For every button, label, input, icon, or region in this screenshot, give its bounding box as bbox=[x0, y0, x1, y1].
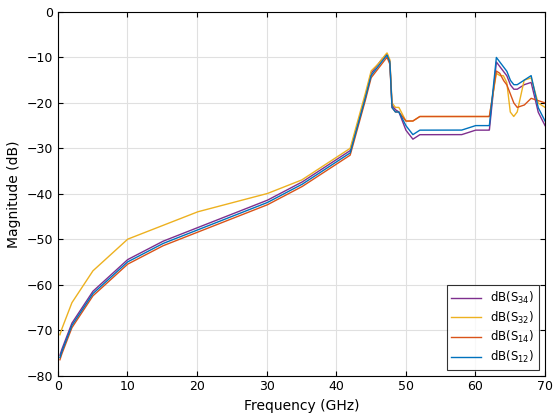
dB(S$_{32}$) bbox=[242, 197, 249, 202]
dB(S$_{12}$) bbox=[542, 118, 548, 123]
dB(S$_{12}$) bbox=[242, 208, 249, 213]
dB(S$_{14}$) bbox=[242, 211, 249, 216]
dB(S$_{14}$) bbox=[542, 100, 548, 105]
dB(S$_{32}$) bbox=[57, 332, 63, 337]
dB(S$_{32}$) bbox=[542, 105, 548, 110]
dB(S$_{34}$) bbox=[112, 268, 119, 273]
Line: dB(S$_{32}$): dB(S$_{32}$) bbox=[60, 53, 545, 335]
dB(S$_{34}$) bbox=[480, 128, 487, 133]
dB(S$_{14}$) bbox=[384, 55, 390, 60]
Y-axis label: Magnitude (dB): Magnitude (dB) bbox=[7, 140, 21, 247]
dB(S$_{14}$) bbox=[533, 97, 539, 102]
dB(S$_{34}$) bbox=[141, 249, 147, 254]
dB(S$_{32}$) bbox=[141, 230, 147, 235]
X-axis label: Frequency (GHz): Frequency (GHz) bbox=[244, 399, 359, 413]
Line: dB(S$_{12}$): dB(S$_{12}$) bbox=[60, 55, 545, 357]
dB(S$_{12}$) bbox=[533, 94, 539, 99]
dB(S$_{32}$) bbox=[533, 92, 539, 97]
dB(S$_{34}$) bbox=[533, 99, 539, 104]
dB(S$_{12}$) bbox=[480, 123, 487, 128]
dB(S$_{12}$) bbox=[384, 52, 390, 58]
dB(S$_{12}$) bbox=[141, 251, 147, 256]
dB(S$_{14}$) bbox=[480, 114, 487, 119]
dB(S$_{14}$) bbox=[112, 273, 119, 278]
dB(S$_{14}$) bbox=[264, 202, 270, 207]
dB(S$_{14}$) bbox=[57, 357, 63, 362]
dB(S$_{34}$) bbox=[57, 353, 63, 358]
dB(S$_{12}$) bbox=[57, 355, 63, 360]
dB(S$_{34}$) bbox=[384, 52, 390, 57]
dB(S$_{12}$) bbox=[112, 270, 119, 276]
dB(S$_{32}$) bbox=[264, 191, 270, 196]
dB(S$_{32}$) bbox=[384, 50, 390, 55]
dB(S$_{34}$) bbox=[542, 123, 548, 128]
Legend: dB(S$_{34}$), dB(S$_{32}$), dB(S$_{14}$), dB(S$_{12}$): dB(S$_{34}$), dB(S$_{32}$), dB(S$_{14}$)… bbox=[447, 285, 539, 370]
Line: dB(S$_{14}$): dB(S$_{14}$) bbox=[60, 58, 545, 360]
dB(S$_{32}$) bbox=[480, 114, 487, 119]
dB(S$_{12}$) bbox=[264, 200, 270, 205]
Line: dB(S$_{34}$): dB(S$_{34}$) bbox=[60, 54, 545, 355]
dB(S$_{34}$) bbox=[242, 206, 249, 211]
dB(S$_{32}$) bbox=[112, 248, 119, 253]
dB(S$_{34}$) bbox=[264, 198, 270, 203]
dB(S$_{14}$) bbox=[141, 253, 147, 258]
